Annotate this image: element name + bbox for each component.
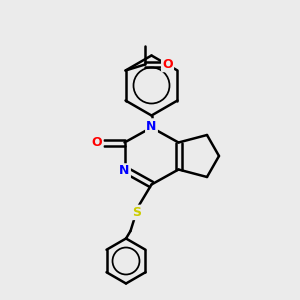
Text: O: O bbox=[92, 136, 102, 149]
Text: N: N bbox=[119, 164, 130, 178]
Text: N: N bbox=[146, 119, 157, 133]
Text: S: S bbox=[132, 206, 141, 219]
Text: O: O bbox=[162, 58, 173, 71]
